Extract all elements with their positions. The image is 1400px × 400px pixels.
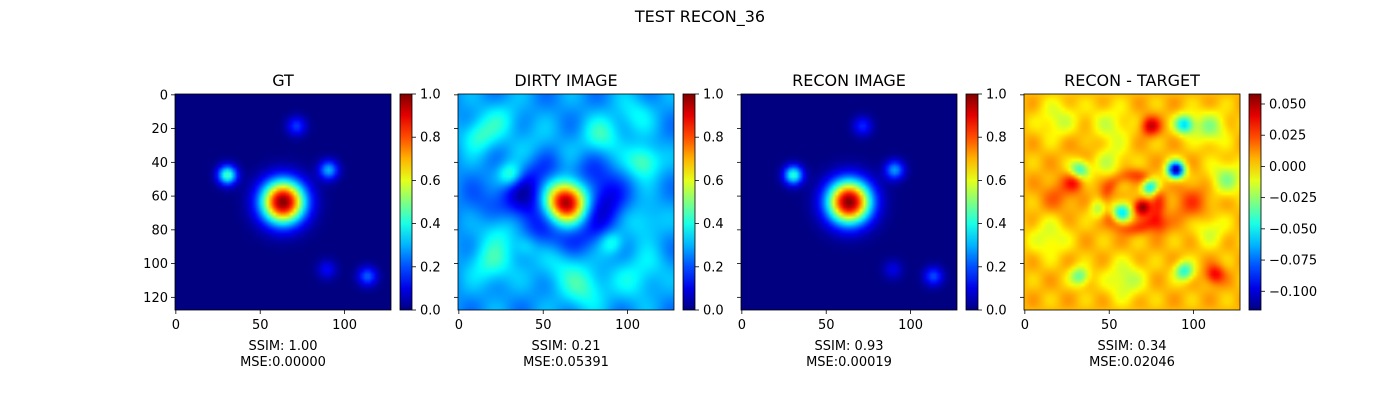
panel-title: GT <box>272 71 294 90</box>
panel-title: RECON - TARGET <box>1064 71 1200 90</box>
x-tick-label: 0 <box>738 318 746 333</box>
heatmap-image <box>458 94 674 310</box>
colorbar-tick-label: 1.0 <box>420 88 441 103</box>
colorbar <box>1248 93 1262 311</box>
colorbar-tick-label: 0.6 <box>986 174 1007 189</box>
colorbar-tick-label: 0.8 <box>986 131 1007 146</box>
colorbar-tick-label: −0.050 <box>1269 222 1317 237</box>
x-tick-label: 50 <box>252 318 269 333</box>
mse-label: MSE:0.02046 <box>1089 355 1175 370</box>
colorbar-tick-label: 0.0 <box>986 304 1007 319</box>
mse-label: MSE:0.00019 <box>806 355 892 370</box>
x-tick-label: 0 <box>1021 318 1029 333</box>
image-frame <box>740 93 958 311</box>
ssim-label: SSIM: 1.00 <box>248 339 317 354</box>
colorbar-tick-label: 0.4 <box>420 217 441 232</box>
panel-title: RECON IMAGE <box>792 71 906 90</box>
colorbar-tick-label: 1.0 <box>986 88 1007 103</box>
x-tick-label: 100 <box>1181 318 1206 333</box>
image-frame <box>174 93 392 311</box>
colorbar-tick-label: 0.0 <box>420 304 441 319</box>
mse-label: MSE:0.00000 <box>240 355 326 370</box>
image-frame <box>457 93 675 311</box>
y-tick-label: 20 <box>151 122 168 137</box>
panel-title: DIRTY IMAGE <box>514 71 617 90</box>
y-tick-label: 40 <box>151 156 168 171</box>
x-tick-label: 50 <box>535 318 552 333</box>
heatmap-image <box>1024 94 1240 310</box>
ssim-label: SSIM: 0.93 <box>814 339 883 354</box>
mse-label: MSE:0.05391 <box>523 355 609 370</box>
x-tick-label: 100 <box>332 318 357 333</box>
panel-2: DIRTY IMAGE 0 50 100 0.0 0.2 0.4 0.6 0.8 1.0 SSIM:… <box>454 71 724 370</box>
colorbar-tick-label: −0.025 <box>1269 191 1317 206</box>
colorbar-tick-label: 0.0 <box>703 304 724 319</box>
figure-title: TEST RECON_36 <box>634 7 765 27</box>
image-frame <box>1023 93 1241 311</box>
colorbar-tick-label: 0.8 <box>703 131 724 146</box>
colorbar-tick-label: 0.4 <box>986 217 1007 232</box>
colorbar-tick-label: −0.075 <box>1269 254 1317 269</box>
colorbar-tick-label: 0.000 <box>1269 160 1306 175</box>
colorbar-tick-label: −0.100 <box>1269 285 1317 300</box>
colorbar-tick-label: 0.6 <box>703 174 724 189</box>
panel-4: RECON - TARGET 0 50 100 −0.100 −0.075 −0.050 −0… <box>1020 71 1317 370</box>
panel-1: GT 0 50 100 0 20 40 60 80 100 120 0.0 0.2 0.4 0.6 0.8 1.… <box>143 71 441 370</box>
colorbar-tick-label: 0.025 <box>1269 129 1306 144</box>
colorbar <box>399 93 413 311</box>
colorbar-tick-label: 0.050 <box>1269 97 1306 112</box>
y-tick-label: 120 <box>143 291 168 306</box>
colorbar-tick-label: 0.2 <box>703 260 724 275</box>
y-tick-label: 100 <box>143 257 168 272</box>
ssim-label: SSIM: 0.34 <box>1097 339 1166 354</box>
ssim-label: SSIM: 0.21 <box>531 339 600 354</box>
heatmap-image <box>175 94 391 310</box>
x-tick-label: 100 <box>615 318 640 333</box>
y-tick-label: 60 <box>151 190 168 205</box>
colorbar-tick-label: 1.0 <box>703 88 724 103</box>
x-tick-label: 50 <box>818 318 835 333</box>
colorbar-tick-label: 0.2 <box>986 260 1007 275</box>
x-tick-label: 50 <box>1101 318 1118 333</box>
y-tick-label: 0 <box>160 88 168 103</box>
y-tick-label: 80 <box>151 223 168 238</box>
x-tick-label: 0 <box>172 318 180 333</box>
colorbar-tick-label: 0.6 <box>420 174 441 189</box>
x-tick-label: 0 <box>455 318 463 333</box>
x-tick-label: 100 <box>898 318 923 333</box>
colorbar <box>682 93 696 311</box>
colorbar-tick-label: 0.2 <box>420 260 441 275</box>
heatmap-image <box>741 94 957 310</box>
colorbar <box>965 93 979 311</box>
colorbar-tick-label: 0.8 <box>420 131 441 146</box>
panel-3: RECON IMAGE 0 50 100 0.0 0.2 0.4 0.6 0.8 1.0 SSIM:… <box>737 71 1007 370</box>
colorbar-tick-label: 0.4 <box>703 217 724 232</box>
